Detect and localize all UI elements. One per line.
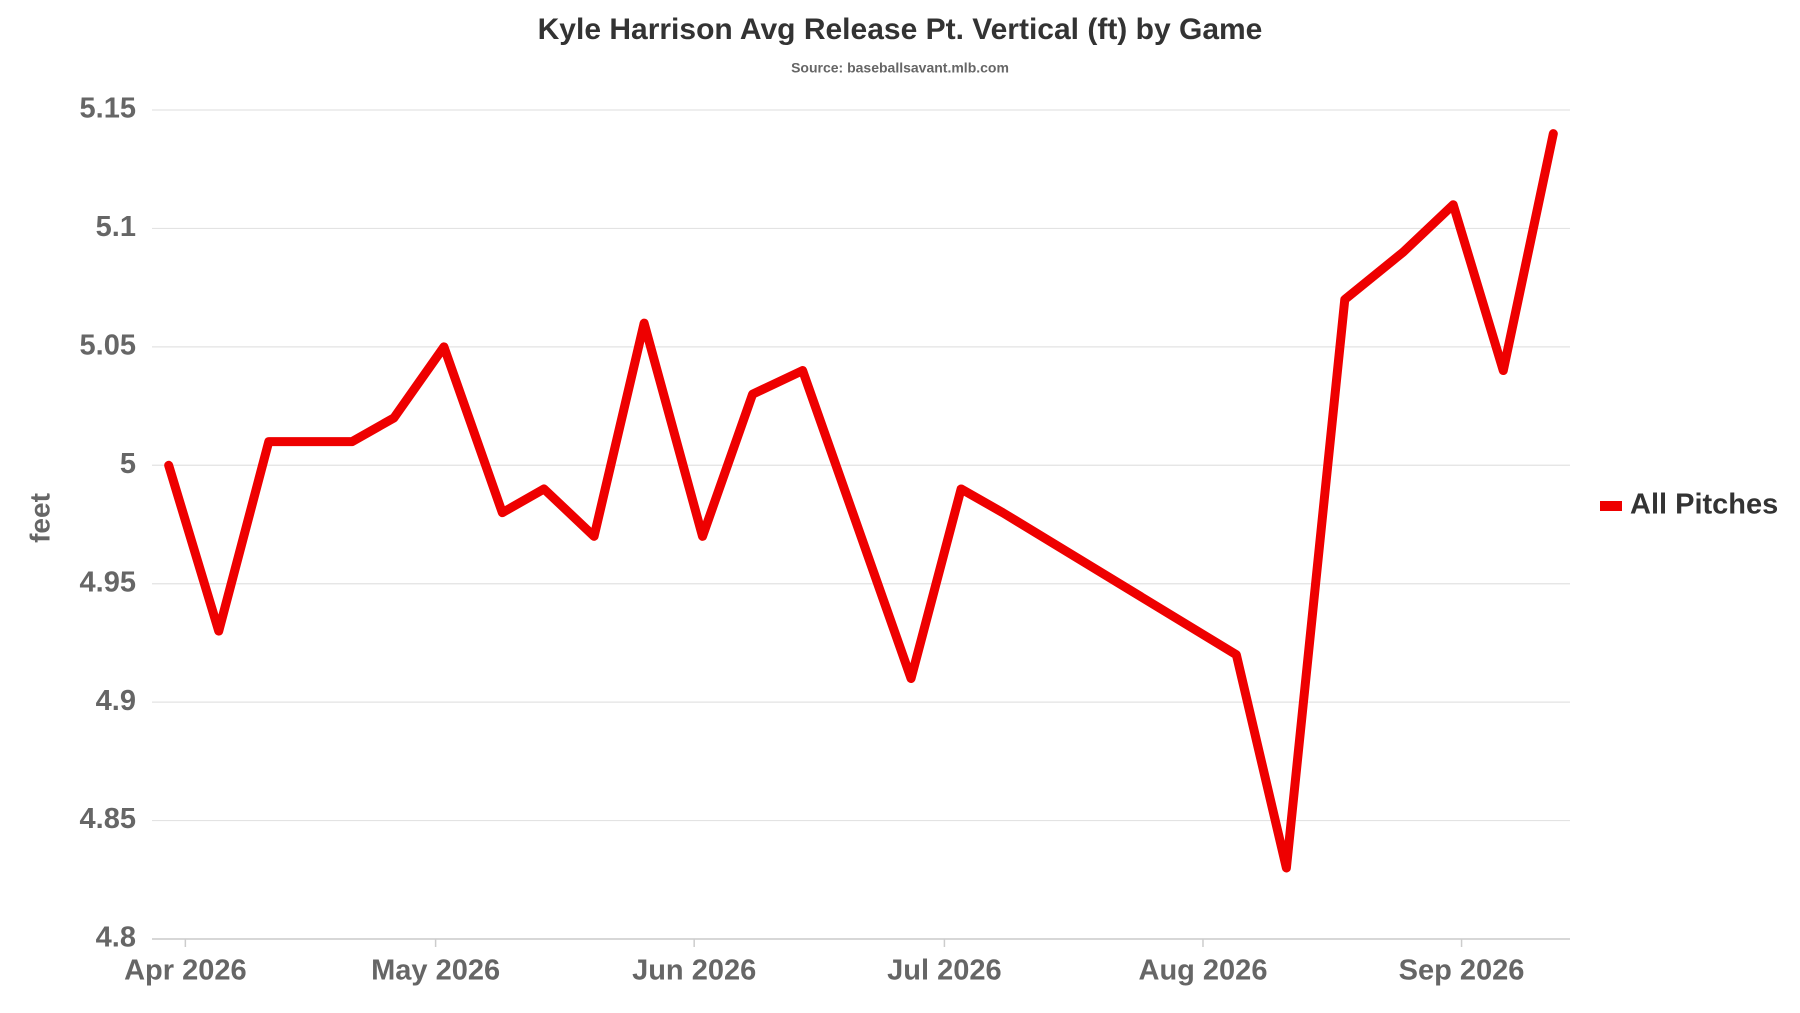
y-tick-label: 4.95 [80, 566, 136, 598]
y-tick-label: 5.15 [80, 93, 136, 125]
x-tick-label: Apr 2026 [124, 955, 247, 987]
y-tick-label: 4.9 [96, 685, 136, 717]
x-tick-label: May 2026 [371, 955, 500, 987]
x-tick-label: Jun 2026 [632, 955, 756, 987]
y-tick-label: 4.85 [80, 803, 136, 835]
y-tick-label: 5.05 [80, 330, 136, 362]
data-line [164, 129, 1558, 873]
y-tick-label: 5.1 [96, 211, 136, 243]
x-tick-label: Sep 2026 [1399, 955, 1525, 987]
x-tick-label: Aug 2026 [1139, 955, 1268, 987]
legend-label: All Pitches [1630, 489, 1778, 521]
x-tick-label: Jul 2026 [887, 955, 1001, 987]
legend-swatch [1600, 501, 1622, 511]
chart-subtitle: Source: baseballsavant.mlb.com [791, 60, 1009, 76]
y-tick-label: 5 [120, 448, 136, 480]
y-axis-label: feet [24, 493, 55, 543]
chart-title: Kyle Harrison Avg Release Pt. Vertical (… [538, 13, 1263, 46]
y-tick-label: 4.8 [96, 922, 136, 954]
